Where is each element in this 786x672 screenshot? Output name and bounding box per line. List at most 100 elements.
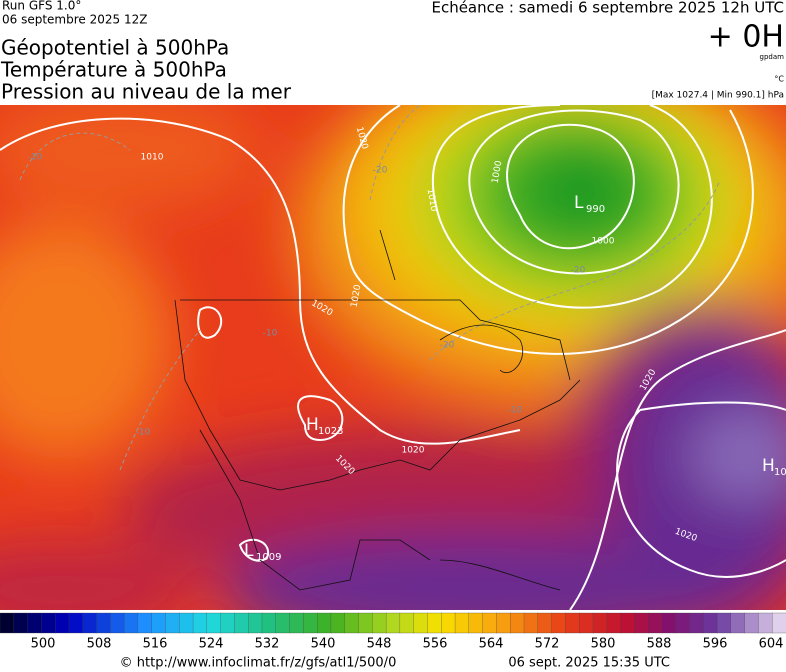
title: Température à 500hPa <box>0 58 227 82</box>
isotherm-label: -10 <box>136 428 151 438</box>
colorbar-swatch <box>344 612 360 634</box>
center-value: 10 <box>774 467 786 478</box>
colorbar-swatch <box>123 612 139 634</box>
center-value: 1009 <box>256 552 281 563</box>
colorbar-swatch <box>137 612 153 634</box>
colorbar-swatch <box>565 612 580 634</box>
colorbar-swatch <box>165 612 180 634</box>
colorbar-swatch <box>620 612 635 634</box>
isotherm-label: -20 <box>440 341 455 351</box>
valid-time: Echéance : samedi 6 septembre 2025 12h U… <box>431 0 784 17</box>
colorbar-swatch <box>220 612 236 634</box>
colorbar-swatch <box>482 612 498 634</box>
isobar-label: 1000 <box>592 237 615 247</box>
colorbar-swatch <box>675 612 691 634</box>
colorbar-swatch <box>496 612 511 634</box>
title: Géopotentiel à 500hPa <box>1 36 229 60</box>
colorbar-swatch <box>41 612 56 634</box>
colorbar-swatch <box>537 612 553 634</box>
pressure-range: [Max 1027.4 | Min 990.1] hPa <box>652 91 784 101</box>
colorbar-swatch <box>758 612 773 634</box>
colorbar-swatch <box>551 612 567 634</box>
map: 1010102010001010100010201020102010201020… <box>0 105 786 610</box>
colorbar-swatch <box>772 612 786 634</box>
colorbar-swatch <box>385 612 401 634</box>
colorbar-swatch <box>261 612 277 634</box>
isobar-label: 1010 <box>425 188 439 213</box>
colorbar-swatch <box>441 612 456 634</box>
isobars <box>0 105 786 610</box>
colorbar-tick-label: 556 <box>423 637 448 652</box>
colorbar-swatch <box>606 612 622 634</box>
center-letter: H <box>762 456 775 476</box>
colorbar-swatch <box>96 612 111 634</box>
isotherm-label: -10 <box>28 153 43 163</box>
colorbar-swatch <box>179 612 194 634</box>
colorbar-swatch <box>289 612 305 634</box>
center-letter: L <box>244 541 254 561</box>
colorbar-swatch <box>454 612 470 634</box>
colorbar-swatch <box>110 612 125 634</box>
coastlines <box>174 229 581 591</box>
colorbar-tick-label: 500 <box>31 637 56 652</box>
colorbar-tick-label: 596 <box>703 637 728 652</box>
footer-generated: 06 sept. 2025 15:35 UTC <box>508 656 670 671</box>
colorbar-swatch <box>330 612 346 634</box>
isotherm-label: -20 <box>571 266 586 276</box>
colorbar-swatch <box>55 612 70 634</box>
colorbar-tick-label: 532 <box>255 637 280 652</box>
colorbar-swatch <box>703 612 718 634</box>
colorbar-tick-label: 580 <box>591 637 616 652</box>
colorbar-tick-label: 604 <box>759 637 784 652</box>
colorbar-tick-label: 588 <box>647 637 672 652</box>
colorbar-swatch <box>192 612 208 634</box>
colorbar-swatch <box>303 612 318 634</box>
colorbar-swatch <box>13 612 29 634</box>
center-value: 990 <box>586 204 605 215</box>
colorbar-swatch <box>68 612 84 634</box>
colorbar-swatch <box>510 612 525 634</box>
footer-source: © http://www.infoclimat.fr/z/gfs/atl1/50… <box>120 656 397 671</box>
colorbar-swatch <box>468 612 484 634</box>
colorbar-swatch <box>151 612 167 634</box>
isotherm-label: -10 <box>508 406 523 416</box>
run-date: 06 septembre 2025 12Z <box>2 13 147 27</box>
isobar-label: 1020 <box>402 446 425 456</box>
isobar-label: 1000 <box>491 160 505 185</box>
center-letter: L <box>574 193 584 213</box>
colorbar-swatch <box>579 612 594 634</box>
colorbar-tick-label: 516 <box>143 637 168 652</box>
colorbar-swatch <box>0 612 15 634</box>
colorbar-tick-label: 540 <box>311 637 336 652</box>
colorbar-swatch <box>427 612 442 634</box>
center-letter: H <box>306 415 319 435</box>
colorbar-swatch <box>647 612 663 634</box>
colorbar-swatch <box>399 612 415 634</box>
colorbar-tick-label: 524 <box>199 637 224 652</box>
colorbar-swatch <box>27 612 43 634</box>
isobar-label: 1010 <box>141 153 164 163</box>
colorbar-swatch <box>744 612 760 634</box>
colorbar-tick-label: 572 <box>535 637 560 652</box>
colorbar-swatch <box>275 612 291 634</box>
colorbar: 500 508 516 524 532 540 548 556 564 572 580 588 596 6… <box>0 612 786 652</box>
lead-time: + 0H <box>708 20 784 55</box>
run: Run GFS 1.0° <box>2 0 81 13</box>
center-value: 1023 <box>318 426 343 437</box>
colorbar-swatch <box>372 612 387 634</box>
colorbar-swatch <box>730 612 746 634</box>
unit-gpdam: gpdam <box>760 53 785 61</box>
colorbar-swatch <box>592 612 608 634</box>
colorbar-swatch <box>82 612 98 634</box>
isotherm-label: -20 <box>373 166 388 176</box>
colorbar-swatch <box>413 612 429 634</box>
colorbar-swatch <box>523 612 539 634</box>
colorbar-swatch <box>358 612 373 634</box>
colorbar-swatch <box>634 612 649 634</box>
colorbar-tick-label: 508 <box>87 637 112 652</box>
isotherms <box>19 105 721 471</box>
unit-temp: °C <box>774 75 784 84</box>
title: Pression au niveau de la mer <box>1 80 292 104</box>
colorbar-tick-label: 564 <box>479 637 504 652</box>
